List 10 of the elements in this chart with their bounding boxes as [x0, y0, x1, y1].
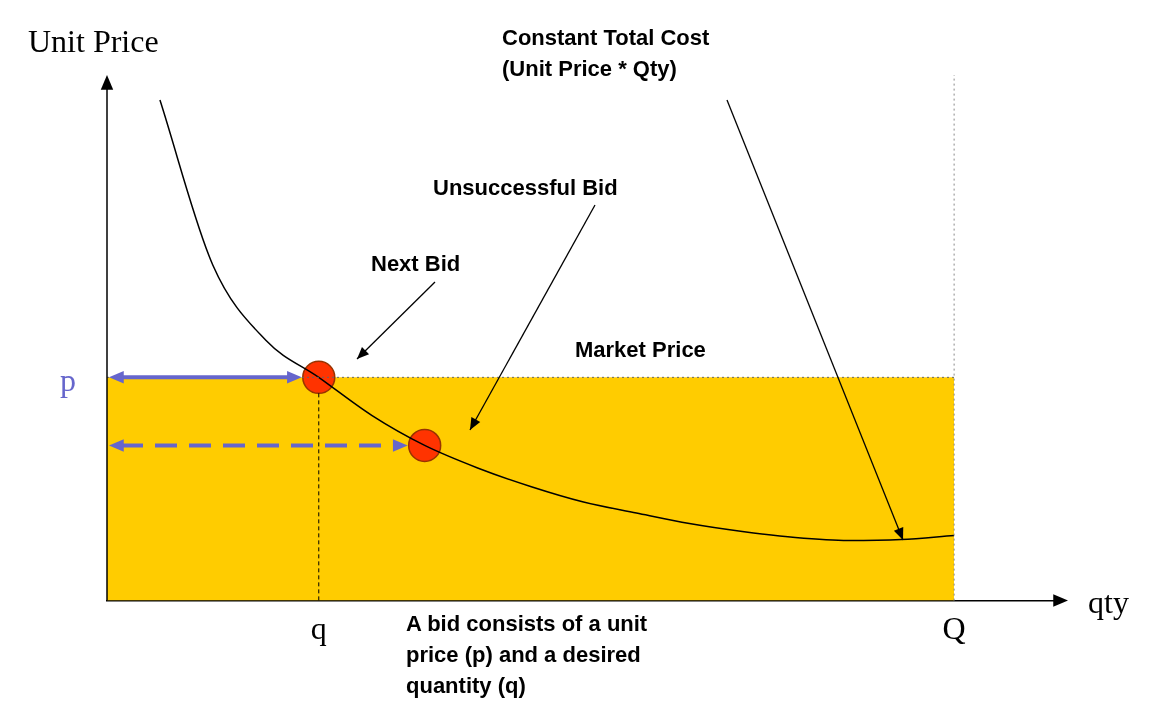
annotation: Unsuccessful Bid: [433, 175, 618, 201]
text: Constant Total Cost (Unit Price * Qty): [502, 25, 711, 82]
x-tick-label: Q: [942, 610, 966, 647]
y-axis-title: Unit Price: [28, 23, 159, 60]
x-axis-title: qty: [1088, 584, 1129, 621]
x-tick-label: q: [310, 610, 327, 647]
annotation: Next Bid: [371, 251, 461, 277]
text: A bid consists of a unit price (p) and a desired quantity (q): [406, 611, 648, 699]
annotation: Market Price: [575, 337, 706, 363]
text: p: [60, 362, 76, 399]
